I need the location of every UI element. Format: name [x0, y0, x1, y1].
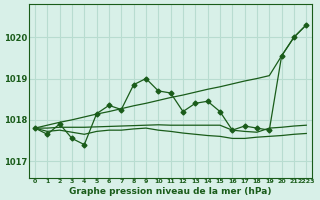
X-axis label: Graphe pression niveau de la mer (hPa): Graphe pression niveau de la mer (hPa) — [69, 187, 272, 196]
